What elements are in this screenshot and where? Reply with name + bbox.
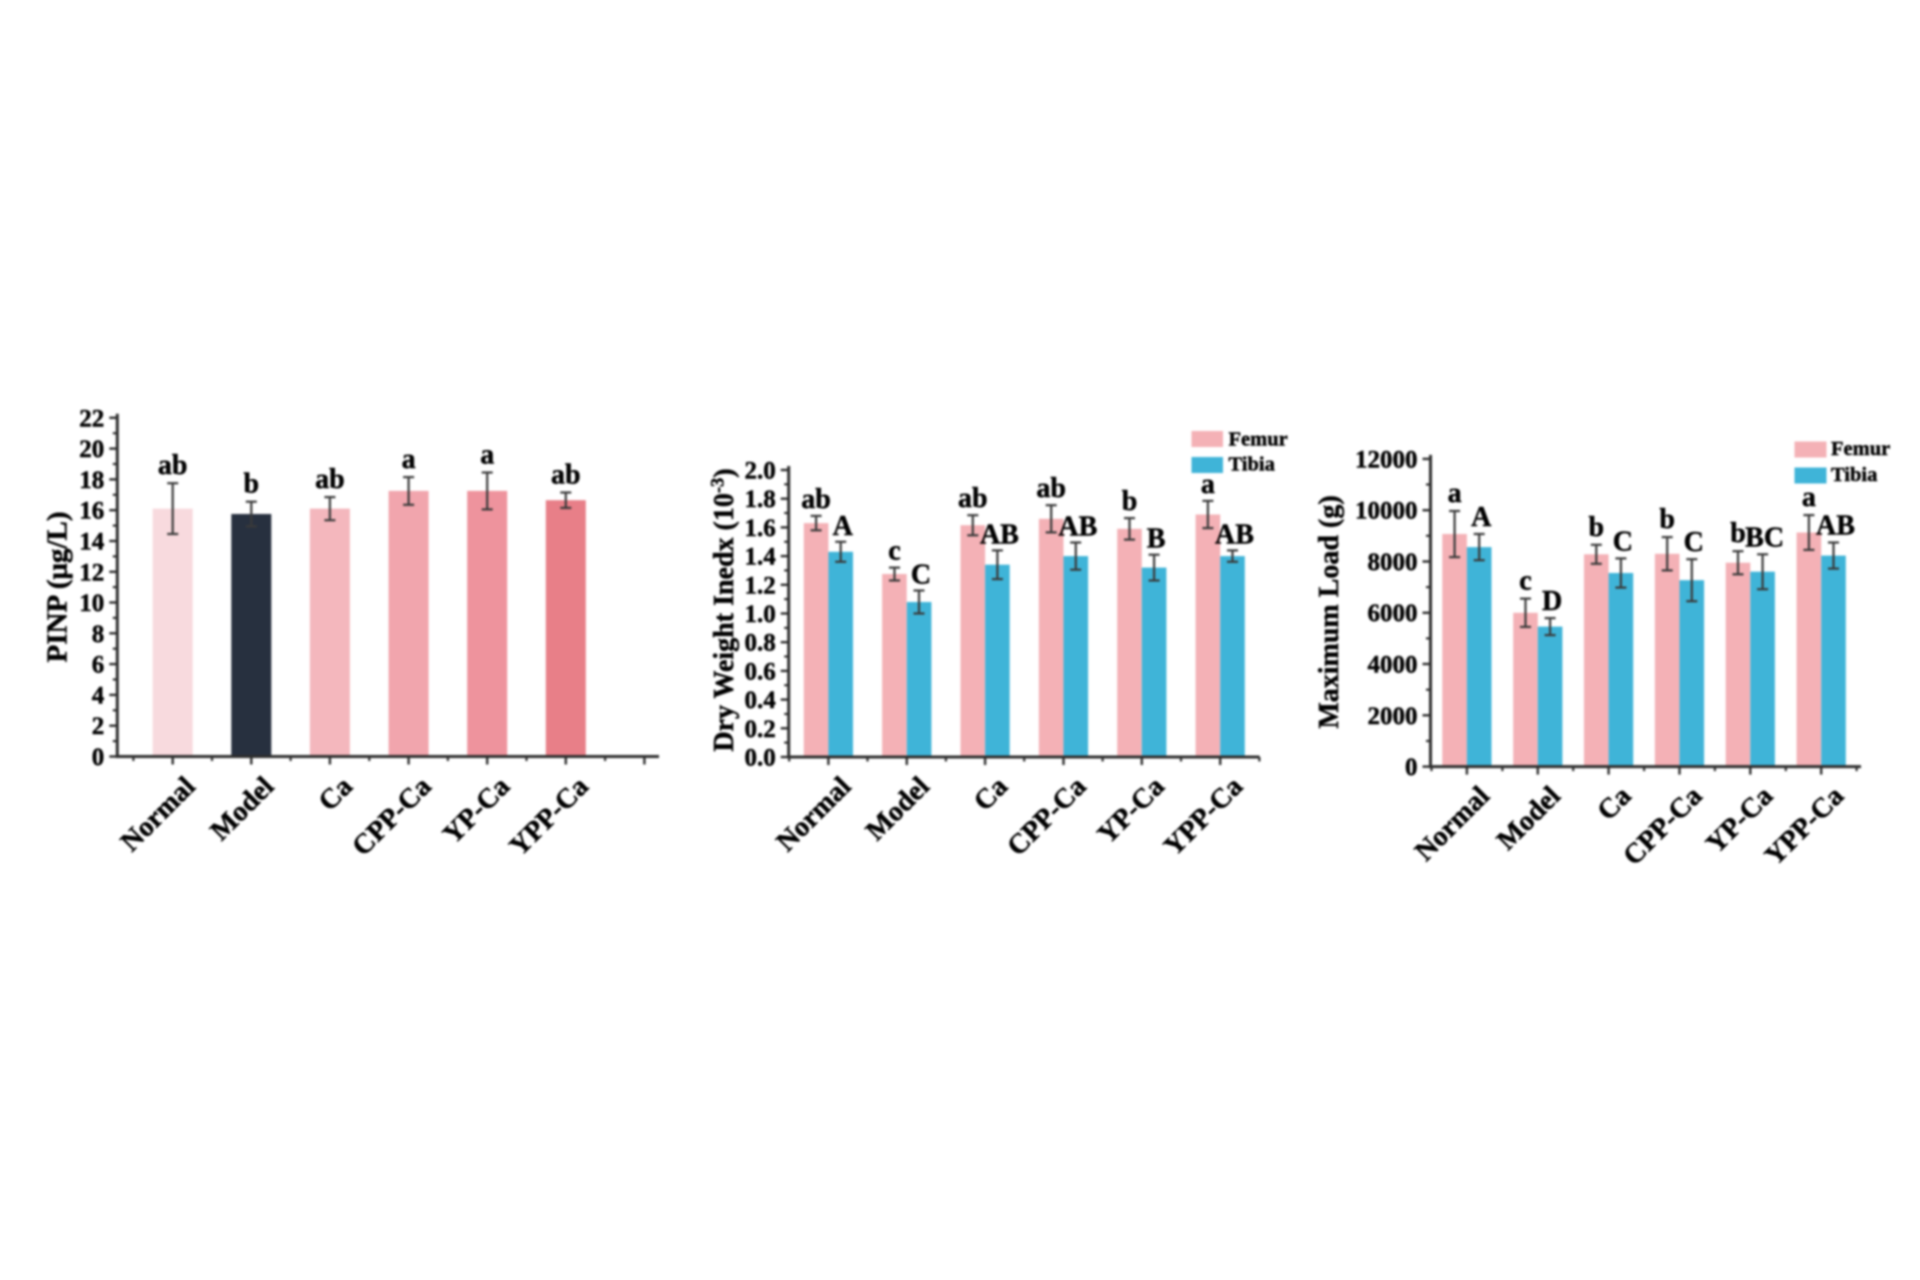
svg-text:PINP (μg/L): PINP (μg/L)	[42, 512, 74, 663]
svg-text:Tibia: Tibia	[1831, 464, 1877, 486]
svg-text:20: 20	[79, 436, 104, 463]
svg-text:c: c	[1519, 566, 1531, 597]
svg-text:6000: 6000	[1368, 600, 1418, 627]
svg-text:0.8: 0.8	[744, 630, 775, 657]
svg-text:BC: BC	[1745, 522, 1784, 553]
svg-text:10: 10	[79, 590, 104, 617]
svg-text:b: b	[1659, 504, 1675, 535]
svg-text:12000: 12000	[1355, 446, 1418, 473]
svg-text:a: a	[480, 440, 494, 471]
svg-text:4: 4	[92, 682, 105, 709]
svg-text:ab: ab	[958, 483, 988, 514]
svg-text:A: A	[1471, 502, 1492, 533]
svg-text:18: 18	[79, 467, 104, 494]
svg-text:ab: ab	[1036, 473, 1066, 504]
svg-text:0.2: 0.2	[744, 716, 775, 743]
svg-text:0.6: 0.6	[744, 658, 775, 685]
svg-text:a: a	[402, 444, 416, 475]
svg-text:14: 14	[79, 529, 105, 556]
svg-text:C: C	[911, 560, 931, 591]
svg-text:0.0: 0.0	[744, 745, 775, 772]
svg-text:AB: AB	[1215, 519, 1254, 550]
svg-text:12: 12	[79, 559, 104, 586]
svg-text:AB: AB	[1816, 511, 1855, 542]
svg-text:Maximum Load (g): Maximum Load (g)	[1314, 495, 1345, 728]
svg-text:C: C	[1613, 526, 1633, 557]
svg-text:b: b	[244, 469, 260, 500]
svg-text:1.2: 1.2	[744, 572, 775, 599]
svg-text:a: a	[1448, 478, 1462, 509]
svg-text:Femur: Femur	[1831, 438, 1890, 460]
svg-text:2000: 2000	[1368, 703, 1418, 730]
svg-text:AB: AB	[1058, 512, 1097, 543]
svg-text:Tibia: Tibia	[1229, 454, 1275, 476]
svg-text:b: b	[1730, 518, 1746, 549]
svg-text:1.0: 1.0	[744, 601, 775, 628]
svg-text:Femur: Femur	[1229, 429, 1288, 451]
svg-text:0: 0	[1405, 754, 1418, 781]
svg-text:b: b	[1122, 486, 1138, 517]
svg-text:ab: ab	[801, 484, 831, 515]
svg-text:Dry Weight Inedx (10-3): Dry Weight Inedx (10-3)	[709, 468, 741, 751]
svg-text:8: 8	[92, 621, 105, 648]
svg-text:C: C	[1684, 527, 1704, 558]
svg-text:b: b	[1589, 512, 1605, 543]
svg-text:B: B	[1147, 524, 1166, 555]
svg-text:c: c	[888, 536, 900, 567]
svg-text:a: a	[1802, 482, 1816, 513]
svg-text:6: 6	[92, 652, 105, 679]
svg-text:ab: ab	[158, 450, 188, 481]
svg-text:22: 22	[79, 405, 104, 432]
svg-text:D: D	[1542, 586, 1562, 617]
svg-text:0: 0	[92, 744, 105, 771]
svg-text:0.4: 0.4	[744, 687, 776, 714]
svg-text:ab: ab	[315, 464, 345, 495]
svg-text:A: A	[833, 511, 854, 542]
svg-text:1.8: 1.8	[744, 486, 775, 513]
svg-text:10000: 10000	[1355, 498, 1418, 525]
svg-text:1.4: 1.4	[744, 544, 776, 571]
svg-text:2.0: 2.0	[744, 458, 775, 485]
svg-text:2: 2	[92, 713, 105, 740]
svg-text:4000: 4000	[1368, 652, 1418, 679]
svg-text:16: 16	[79, 498, 104, 525]
svg-text:1.6: 1.6	[744, 515, 775, 542]
svg-text:a: a	[1201, 469, 1215, 500]
svg-text:8000: 8000	[1368, 549, 1418, 576]
svg-text:AB: AB	[980, 519, 1019, 550]
svg-text:ab: ab	[551, 460, 581, 491]
